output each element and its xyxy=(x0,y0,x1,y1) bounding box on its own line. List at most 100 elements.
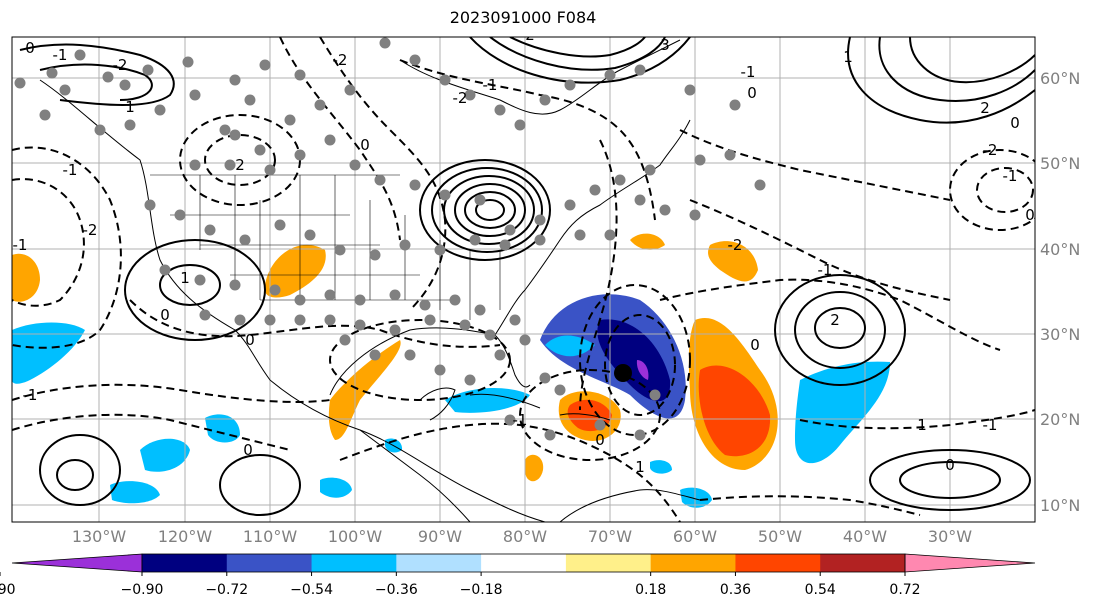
station-marker xyxy=(224,159,236,171)
station-marker xyxy=(604,229,616,241)
station-marker xyxy=(239,234,251,246)
contour-label: -1 xyxy=(63,161,78,179)
colorbar-tick-label: −0.36 xyxy=(375,582,418,598)
contour-southwest-2 xyxy=(159,264,221,306)
station-marker xyxy=(369,249,381,261)
lat-label: 50°N xyxy=(1040,154,1080,173)
lat-label: 30°N xyxy=(1040,325,1080,344)
coastline-east xyxy=(494,119,691,336)
contour-northwest-2 xyxy=(39,63,153,101)
station-marker xyxy=(229,279,241,291)
station-marker xyxy=(374,174,386,186)
contour-label: 0 xyxy=(245,331,255,349)
station-marker xyxy=(254,144,266,156)
negative-anomaly-east-pacific-2 xyxy=(110,481,160,504)
station-marker xyxy=(354,319,366,331)
contour-low-northeast-6 xyxy=(475,199,505,221)
station-marker xyxy=(274,219,286,231)
station-marker xyxy=(564,199,576,211)
contour-low-northeast-1 xyxy=(419,159,551,261)
station-marker xyxy=(124,119,136,131)
station-marker xyxy=(349,159,361,171)
station-marker xyxy=(294,314,306,326)
station-marker xyxy=(434,244,446,256)
station-marker xyxy=(494,349,506,361)
contour-label: 1 xyxy=(843,48,853,66)
contour-label: 0 xyxy=(160,306,170,324)
lon-label: 120°W xyxy=(158,527,213,546)
station-marker xyxy=(189,159,201,171)
station-marker xyxy=(229,74,241,86)
station-marker xyxy=(439,189,451,201)
contour-dashed-10 xyxy=(579,139,618,411)
colorbar-tick-label: 0.72 xyxy=(889,582,920,598)
contour-label: 1 xyxy=(180,269,190,287)
lat-label: 10°N xyxy=(1040,496,1080,515)
coastline-hispaniola xyxy=(559,413,611,421)
colorbar-segment xyxy=(650,554,736,572)
contour-label: -1 xyxy=(13,236,28,254)
map-title: 2023091000 F084 xyxy=(449,8,597,27)
station-marker xyxy=(399,239,411,251)
station-marker xyxy=(449,294,461,306)
station-marker xyxy=(729,99,741,111)
station-marker xyxy=(469,234,481,246)
station-marker xyxy=(314,99,326,111)
contour-label: 0 xyxy=(1010,114,1020,132)
colorbar-tick-label: 0.90 xyxy=(0,582,16,598)
colorbar-segment xyxy=(820,554,906,572)
contour-dashed-1 xyxy=(12,146,122,349)
contour-label: 0 xyxy=(750,336,760,354)
contour-label: -1 xyxy=(818,261,833,279)
negative-anomaly-atlantic-core xyxy=(597,319,671,402)
contour-label: 2 xyxy=(830,311,840,329)
lat-label: 20°N xyxy=(1040,410,1080,429)
contour-label: -2 xyxy=(333,51,348,69)
contour-dashed-east-low-2 xyxy=(976,167,1034,213)
contour-label: -1 xyxy=(513,411,528,429)
contour-dashed-atlantic-low-2 xyxy=(604,314,676,416)
station-marker xyxy=(659,204,671,216)
contours-solid xyxy=(19,37,1035,516)
station-marker xyxy=(144,199,156,211)
contour-label: 1 xyxy=(1040,171,1050,189)
contour-dashed-gulf-low xyxy=(329,319,511,401)
contour-northeast-1 xyxy=(847,37,1035,124)
longitude-labels: 130°W 120°W 110°W 100°W 90°W 80°W 70°W 6… xyxy=(72,527,972,546)
contour-northeast-3 xyxy=(909,37,1035,84)
contour-dashed-11 xyxy=(679,129,951,201)
station-marker xyxy=(74,49,86,61)
contour-northwest-1 xyxy=(19,43,175,106)
station-marker xyxy=(334,244,346,256)
coastline-yucatan xyxy=(419,387,456,421)
lon-label: 80°W xyxy=(503,527,547,546)
station-marker xyxy=(294,149,306,161)
contour-dashed-13 xyxy=(659,278,1001,351)
station-marker xyxy=(554,384,566,396)
colorbar-segment xyxy=(735,554,821,572)
station-marker xyxy=(119,79,131,91)
contour-low-northeast-3 xyxy=(443,175,535,245)
station-marker xyxy=(369,349,381,361)
contour-dashed-east-low xyxy=(949,149,1035,231)
negative-anomaly-atlantic-center xyxy=(636,360,649,380)
station-marker xyxy=(634,429,646,441)
lon-label: 130°W xyxy=(72,527,127,546)
station-marker xyxy=(102,71,114,83)
contour-north-3 xyxy=(509,37,646,58)
station-marker xyxy=(339,334,351,346)
station-marker xyxy=(574,229,586,241)
lon-label: 60°W xyxy=(673,527,717,546)
negative-anomaly-east-atlantic xyxy=(795,361,890,464)
contour-dashed-2 xyxy=(12,178,85,307)
station-marker xyxy=(504,224,516,236)
colorbar-outline xyxy=(141,553,906,573)
contour-label: -1 xyxy=(53,46,68,64)
contour-label: -2 xyxy=(453,89,468,107)
station-marker xyxy=(694,154,706,166)
station-marker xyxy=(474,304,486,316)
contour-dashed-7 xyxy=(319,37,447,311)
station-marker xyxy=(509,314,521,326)
station-marker xyxy=(754,179,766,191)
